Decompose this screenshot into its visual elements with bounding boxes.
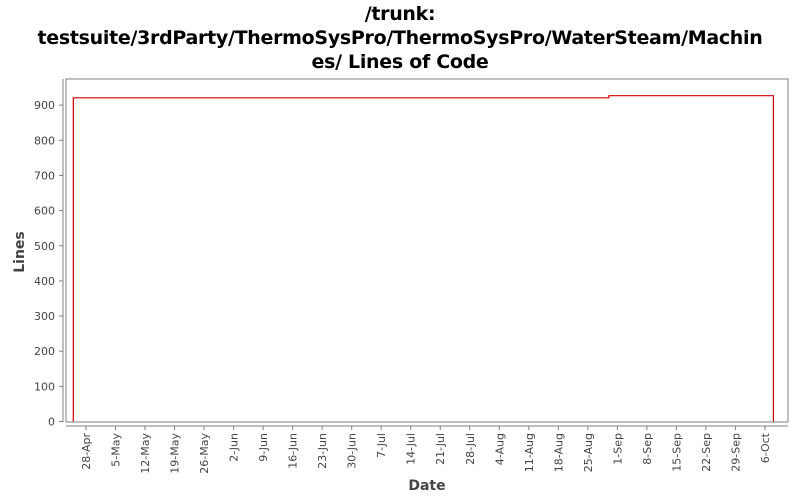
y-tick-label: 0	[48, 416, 55, 429]
x-tick-label: 9-Jun	[257, 433, 270, 462]
x-tick-label: 16-Jun	[287, 433, 300, 469]
x-tick-label: 14-Jul	[405, 433, 418, 465]
y-tick-label: 100	[34, 380, 55, 393]
series-lines-of-code	[72, 95, 775, 422]
y-axis: 0 100 200 300 400 500 600 700 800 900	[34, 79, 64, 429]
x-axis: 28-Apr 5-May 12-May 19-May 26-May 2-Jun 9-Jun 1…	[66, 425, 788, 474]
x-tick-label: 28-Jul	[464, 433, 477, 465]
x-tick-label: 19-May	[169, 433, 182, 474]
y-axis-title: Lines	[12, 231, 28, 273]
chart-title: /trunk: testsuite/3rdParty/ThermoSysPro/…	[0, 2, 800, 74]
x-tick-label: 15-Sep	[670, 433, 683, 472]
x-tick-label: 28-Apr	[80, 433, 93, 470]
chart-title-line-3: es/ Lines of Code	[311, 51, 489, 73]
plot-frame	[65, 78, 789, 423]
x-tick-label: 4-Aug	[493, 433, 506, 465]
y-tick-label: 300	[34, 310, 55, 323]
y-tick-label: 900	[34, 99, 55, 112]
x-tick-label: 6-Oct	[759, 432, 772, 463]
x-tick-label: 18-Aug	[552, 433, 565, 472]
series-line	[72, 95, 775, 422]
y-tick-label: 600	[34, 205, 55, 218]
x-axis-title: Date	[408, 478, 445, 494]
y-tick-label: 500	[34, 240, 55, 253]
x-tick-label: 26-May	[198, 433, 211, 474]
x-tick-label: 2-Jun	[228, 433, 241, 462]
x-tick-label: 5-May	[110, 433, 123, 467]
x-tick-label: 21-Jul	[434, 433, 447, 465]
x-tick-label: 7-Jul	[375, 433, 388, 458]
x-tick-label: 30-Jun	[346, 433, 359, 469]
x-tick-label: 11-Aug	[523, 433, 536, 472]
x-tick-label: 8-Sep	[641, 433, 654, 465]
x-tick-label: 29-Sep	[729, 433, 742, 472]
x-tick-label: 22-Sep	[700, 433, 713, 472]
x-tick-label: 23-Jun	[316, 433, 329, 469]
chart-title-line-2: testsuite/3rdParty/ThermoSysPro/ThermoSy…	[37, 27, 763, 49]
y-tick-label: 700	[34, 169, 55, 182]
y-tick-label: 400	[34, 275, 55, 288]
y-tick-label: 800	[34, 134, 55, 147]
y-tick-label: 200	[34, 345, 55, 358]
x-tick-label: 25-Aug	[582, 433, 595, 472]
x-tick-label: 12-May	[139, 433, 152, 474]
plot-area	[65, 78, 789, 423]
x-tick-label: 1-Sep	[611, 433, 624, 465]
chart-title-line-1: /trunk:	[364, 3, 436, 25]
